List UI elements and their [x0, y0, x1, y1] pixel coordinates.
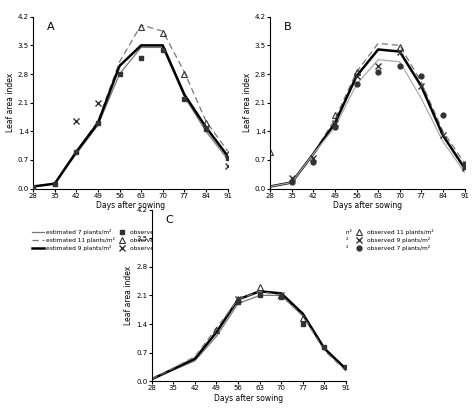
Legend: estimated 7 plants/m², estimated 11 plants/m², estimated 9 plants/m², observed 7: estimated 7 plants/m², estimated 11 plan…: [32, 229, 196, 251]
X-axis label: Days after sowing: Days after sowing: [214, 394, 283, 403]
X-axis label: Days after sowing: Days after sowing: [333, 202, 402, 210]
Legend: estimated 11 plants/m², estimated 9 plants/m², estimated 7 plants/m², observed 1: estimated 11 plants/m², estimated 9 plan…: [269, 229, 433, 251]
Y-axis label: Leaf area index: Leaf area index: [125, 266, 134, 325]
Text: A: A: [47, 22, 55, 32]
X-axis label: Days after sowing: Days after sowing: [96, 202, 165, 210]
Text: C: C: [165, 215, 173, 225]
Y-axis label: Leaf area index: Leaf area index: [243, 73, 252, 132]
Text: B: B: [284, 22, 292, 32]
Y-axis label: Leaf area index: Leaf area index: [6, 73, 15, 132]
